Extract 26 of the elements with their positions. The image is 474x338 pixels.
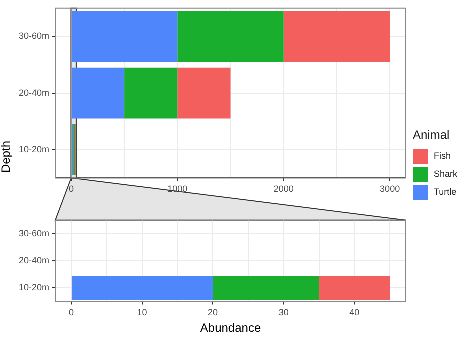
y-tick-label: 30-60m xyxy=(19,228,50,238)
x-axis-title: Abundance xyxy=(200,321,262,336)
y-tick-label: 10-20m xyxy=(19,144,50,154)
bar xyxy=(178,68,231,119)
bar xyxy=(72,11,178,62)
legend-label: Shark xyxy=(434,169,458,179)
bar xyxy=(284,11,390,62)
y-tick-label: 10-20m xyxy=(19,282,50,293)
legend-label: Turtle xyxy=(434,187,457,197)
x-tick-label: 0 xyxy=(68,308,74,318)
y-axis-title: Depth xyxy=(0,140,13,176)
y-tick-label: 20-40m xyxy=(19,256,50,266)
y-tick-label: 20-40m xyxy=(19,88,50,98)
x-tick-label: 20 xyxy=(208,308,218,318)
bar xyxy=(178,11,284,62)
x-tick-label: 0 xyxy=(68,184,74,194)
bar xyxy=(124,68,178,119)
legend-label: Fish xyxy=(434,151,452,161)
bar xyxy=(72,68,125,119)
x-tick-label: 40 xyxy=(350,308,360,318)
x-tick-label: 30 xyxy=(278,308,289,318)
x-tick-label: 3000 xyxy=(380,184,400,194)
y-tick-label: 30-60m xyxy=(19,31,50,42)
x-tick-label: 2000 xyxy=(274,184,294,194)
legend-title: Animal xyxy=(413,128,451,142)
x-tick-label: 10 xyxy=(137,308,148,318)
